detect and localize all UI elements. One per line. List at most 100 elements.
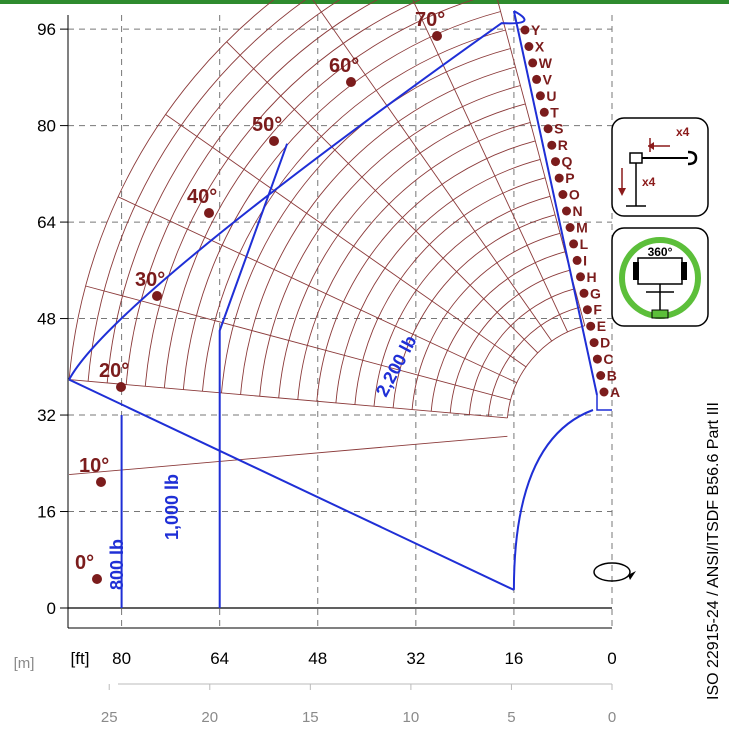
extension-arc — [202, 29, 506, 392]
extension-label: P — [565, 170, 574, 186]
extension-label: L — [580, 236, 589, 252]
extension-point — [572, 255, 582, 265]
extension-label: W — [539, 55, 553, 71]
extension-arc — [68, 0, 275, 380]
extension-arc — [449, 269, 571, 413]
y-tick-label: 96 — [37, 20, 56, 39]
extension-point — [558, 190, 568, 199]
angle-ray — [312, 0, 553, 342]
zone-label-1000: 1,000 lb — [162, 474, 182, 540]
angle-ray — [69, 435, 508, 476]
y-tick-label: 48 — [37, 310, 56, 329]
y-tick-label: 32 — [37, 406, 56, 425]
extension-point — [592, 354, 602, 364]
extension-label: I — [583, 252, 587, 268]
standard-text: ISO 22915-24 / ANSI/ITSDF B56.6 Part III — [705, 402, 722, 700]
extension-label: H — [587, 269, 597, 285]
zone-label-2200: 2,200 lb — [372, 332, 421, 400]
angle-label: 60° — [329, 55, 359, 77]
angle-points: 0° 10° 20° 30° 40° 50° 60° 70° — [75, 9, 445, 584]
y-tick-label: 64 — [37, 213, 56, 232]
y-ticks: 96 80 64 48 32 16 0 — [37, 20, 68, 618]
x-tick-label: 16 — [504, 649, 523, 668]
extension-point — [547, 140, 557, 150]
x-tick-label: 32 — [406, 649, 425, 668]
angle-point — [96, 477, 106, 487]
extension-label: V — [543, 71, 553, 87]
right-envelope — [512, 10, 598, 396]
extension-label: B — [607, 368, 617, 384]
angle-label: 50° — [252, 114, 282, 136]
pivot-box — [596, 395, 612, 411]
outer-envelope — [68, 10, 526, 381]
m-tick-label: 10 — [403, 709, 420, 726]
extension-point — [554, 173, 564, 183]
outrigger-y-label: x4 — [642, 175, 656, 189]
angle-point — [92, 574, 102, 584]
extension-point — [528, 58, 538, 68]
angle-point — [204, 208, 214, 218]
extension-point — [535, 91, 545, 101]
extension-arc — [316, 140, 536, 402]
angle-point — [116, 382, 126, 392]
zone-label-800: 800 lb — [107, 539, 127, 590]
outrigger-x-label: x4 — [676, 125, 690, 139]
angle-label: 20° — [99, 360, 129, 382]
extension-arc — [221, 48, 511, 393]
extension-arc — [354, 177, 546, 405]
extension-label: E — [597, 318, 606, 334]
header-bar — [0, 0, 729, 4]
m-tick-label: 0 — [608, 709, 616, 726]
x-tick-label: 80 — [112, 649, 131, 668]
slew-360-icon: 360° — [611, 227, 709, 327]
extension-label: A — [610, 384, 620, 400]
extension-arc — [468, 288, 576, 415]
extension-label: U — [546, 88, 556, 104]
angle-ray — [412, 0, 569, 333]
extension-point — [569, 239, 579, 249]
extension-arc — [506, 325, 585, 418]
extension-arc — [487, 306, 581, 417]
m-tick-label: 5 — [507, 709, 515, 726]
grid — [68, 15, 613, 628]
m-unit-label: [m] — [14, 655, 35, 672]
extension-point — [532, 74, 542, 84]
y-tick-label: 80 — [37, 117, 56, 136]
extension-arc — [411, 232, 561, 410]
m-tick-label: 15 — [302, 709, 319, 726]
extension-label: C — [603, 351, 613, 367]
extension-arc — [87, 0, 306, 382]
y-tick-label: 16 — [37, 503, 56, 522]
x-tick-label: 64 — [210, 649, 229, 668]
angle-label: 30° — [135, 269, 165, 291]
angle-point — [432, 31, 442, 41]
angle-label: 70° — [415, 9, 445, 31]
extension-label: R — [558, 137, 568, 153]
extension-point — [565, 223, 575, 232]
inner-envelope — [512, 409, 594, 590]
x-ticks: 80 64 48 32 16 0 — [112, 649, 617, 668]
angle-ray — [85, 285, 511, 401]
extension-point — [579, 288, 589, 298]
extension-label: O — [569, 187, 580, 203]
extension-point — [586, 321, 596, 331]
bottom-envelope — [68, 378, 515, 591]
extension-point — [551, 157, 560, 167]
x-tick-label: 48 — [308, 649, 327, 668]
zone-boundary-1000-2200 — [218, 143, 289, 608]
extension-point — [539, 107, 549, 117]
extension-arc — [182, 11, 501, 390]
rotation-label: 360° — [648, 245, 673, 259]
angle-label: 0° — [75, 552, 94, 574]
angle-ray — [165, 114, 527, 368]
x-unit-label: [ft] — [71, 649, 90, 668]
extension-arc — [430, 251, 566, 412]
extension-arcs — [68, 0, 585, 418]
load-envelope — [68, 10, 612, 608]
extension-label: Y — [531, 22, 541, 38]
extension-label: N — [573, 203, 583, 219]
extension-arc — [144, 0, 421, 387]
extension-label: M — [576, 220, 588, 236]
